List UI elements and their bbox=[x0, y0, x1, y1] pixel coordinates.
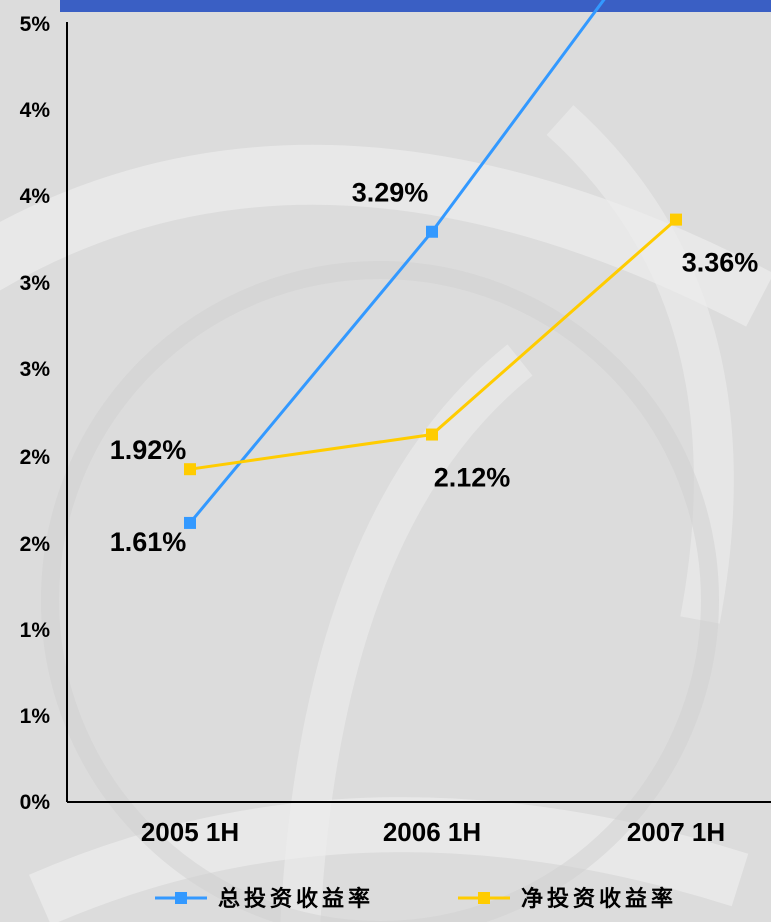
data-label: 3.36% bbox=[682, 248, 759, 278]
data-point-marker bbox=[184, 463, 196, 476]
y-tick-label: 4% bbox=[20, 99, 51, 122]
x-tick-label: 2006 1H bbox=[383, 817, 481, 847]
y-tick-label: 3% bbox=[20, 358, 51, 381]
data-point-marker bbox=[184, 516, 196, 529]
chart-axes: 0% 1% 1% 2% 2% 3% 3% 4% 4% 5% 2005 1H 2006 1H 2007 1… bbox=[20, 13, 771, 847]
legend-marker bbox=[175, 892, 187, 904]
y-tick-label: 2% bbox=[20, 446, 51, 469]
legend-label: 总投资收益率 bbox=[218, 886, 374, 912]
data-label: 2.12% bbox=[434, 463, 511, 493]
data-label: 1.92% bbox=[110, 435, 187, 465]
data-point-marker bbox=[670, 213, 682, 226]
y-tick-label: 2% bbox=[20, 533, 51, 556]
y-tick-label: 5% bbox=[20, 13, 51, 36]
y-tick-label: 4% bbox=[20, 185, 51, 208]
y-tick-label: 1% bbox=[20, 705, 51, 728]
legend-marker bbox=[478, 892, 490, 904]
y-tick-label: 3% bbox=[20, 272, 51, 295]
labels-layer: 1.61%3.29%5.19%1.92%2.12%3.36% bbox=[110, 178, 759, 557]
data-point-marker bbox=[426, 428, 438, 441]
series-layer bbox=[184, 0, 682, 529]
header-bar bbox=[60, 0, 771, 12]
data-label: 1.61% bbox=[110, 527, 187, 557]
data-point-marker bbox=[426, 225, 438, 238]
series-line bbox=[188, 0, 606, 524]
x-tick-label: 2007 1H bbox=[627, 817, 725, 847]
y-tick-label: 1% bbox=[20, 619, 51, 642]
data-label: 3.29% bbox=[352, 178, 429, 208]
x-tick-label: 2005 1H bbox=[141, 817, 239, 847]
legend-label: 净投资收益率 bbox=[521, 886, 677, 912]
y-tick-label: 0% bbox=[20, 791, 51, 814]
legend: 总投资收益率 净投资收益率 bbox=[155, 886, 677, 912]
